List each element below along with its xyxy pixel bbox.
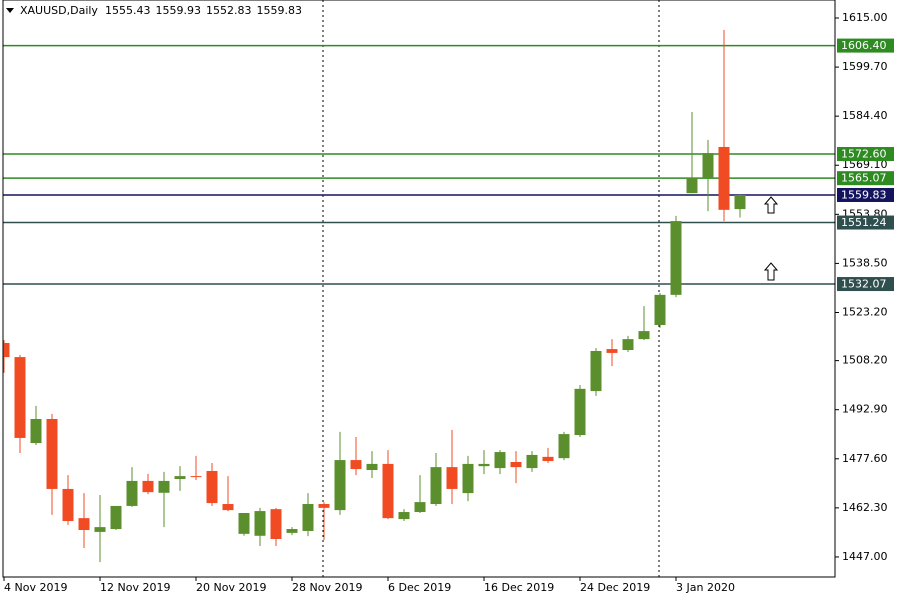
quote-value: 1555.43: [105, 4, 151, 17]
y-tick-label: 1584.40: [842, 109, 888, 122]
candle-body: [638, 331, 650, 340]
level-label: 1565.07: [841, 172, 887, 185]
level-label-box: [837, 187, 894, 202]
y-tick-label: 1599.70: [842, 60, 888, 73]
level-label-box: [837, 215, 894, 230]
candle-body: [462, 463, 474, 494]
quote-value: 1559.83: [257, 4, 303, 17]
y-tick-label: 1447.00: [842, 550, 888, 563]
x-tick-label: 12 Nov 2019: [100, 581, 170, 594]
candle-body: [558, 434, 570, 459]
y-tick-label: 1477.60: [842, 452, 888, 465]
level-label: 1559.83: [841, 188, 887, 201]
y-tick-label: 1492.90: [842, 403, 888, 416]
arrow-up: [763, 196, 779, 214]
candle-body: [446, 467, 458, 489]
x-tick-label: 4 Nov 2019: [4, 581, 67, 594]
candle-body: [654, 294, 666, 326]
level-label-box: [837, 38, 894, 53]
candle-body: [478, 463, 490, 467]
candle-body: [414, 502, 426, 513]
candle-body: [494, 452, 506, 469]
plot-area: [3, 0, 835, 577]
candle-body: [318, 504, 330, 508]
y-tick-label: 1523.20: [842, 305, 888, 318]
candle-body: [30, 419, 42, 444]
candle-body: [190, 476, 202, 478]
level-label: 1572.60: [841, 148, 887, 161]
candle-body: [606, 349, 618, 353]
x-tick-label: 20 Nov 2019: [196, 581, 266, 594]
level-label-box: [837, 171, 894, 186]
candle-body: [126, 480, 138, 506]
chart-title: XAUUSD,Daily: [20, 4, 98, 17]
x-tick-label: 24 Dec 2019: [580, 581, 650, 594]
y-tick-label: 1615.00: [842, 11, 888, 24]
candle-body: [174, 476, 186, 479]
arrow-up: [763, 262, 779, 281]
candle-body: [302, 504, 314, 531]
candle-body: [718, 146, 730, 210]
candle-body: [510, 461, 522, 468]
y-tick-label: 1462.30: [842, 501, 888, 514]
candle-body: [526, 454, 538, 469]
candle-body: [334, 460, 346, 511]
candle-body: [78, 518, 90, 531]
candle-body: [286, 529, 298, 533]
level-label: 1606.40: [841, 39, 887, 52]
overlay: [763, 196, 779, 281]
candle-body: [350, 460, 362, 470]
candle-body: [222, 504, 234, 511]
candle-body: [382, 463, 394, 519]
candle-body: [110, 505, 122, 530]
candle-body: [3, 342, 10, 358]
candle-body: [670, 221, 682, 295]
y-tick-label: 1538.50: [842, 256, 888, 269]
candle-body: [46, 419, 58, 489]
candle-body: [366, 463, 378, 471]
quote-value: 1559.93: [156, 4, 202, 17]
y-tick-label: 1569.10: [842, 158, 888, 171]
level-label: 1551.24: [841, 216, 887, 229]
candle-body: [574, 388, 586, 436]
x-tick-label: 3 Jan 2020: [676, 581, 735, 594]
candle-body: [254, 511, 266, 536]
candle-body: [622, 339, 634, 351]
candle-body: [734, 194, 746, 210]
level-label: 1532.07: [841, 278, 887, 291]
plot-frame: [2, 0, 836, 578]
candle-body: [398, 512, 410, 520]
level-label-box: [837, 277, 894, 292]
candle-body: [270, 509, 282, 539]
candle-body: [206, 470, 218, 504]
candle-body: [142, 480, 154, 493]
candle-body: [542, 456, 554, 462]
menu-triangle[interactable]: [6, 8, 14, 13]
candle-body: [590, 350, 602, 392]
x-tick-label: 28 Nov 2019: [292, 581, 362, 594]
x-tick-label: 6 Dec 2019: [388, 581, 451, 594]
y-tick-label: 1508.20: [842, 354, 888, 367]
candle-body: [94, 527, 106, 532]
quote-value: 1552.83: [206, 4, 252, 17]
candle-body: [158, 480, 170, 493]
candle-body: [238, 512, 250, 534]
candle-body: [62, 488, 74, 522]
candle-body: [686, 178, 698, 194]
x-tick-label: 16 Dec 2019: [484, 581, 554, 594]
candle-body: [702, 153, 714, 179]
candle-body: [14, 357, 26, 438]
level-label-box: [837, 147, 894, 162]
candle-body: [430, 467, 442, 505]
